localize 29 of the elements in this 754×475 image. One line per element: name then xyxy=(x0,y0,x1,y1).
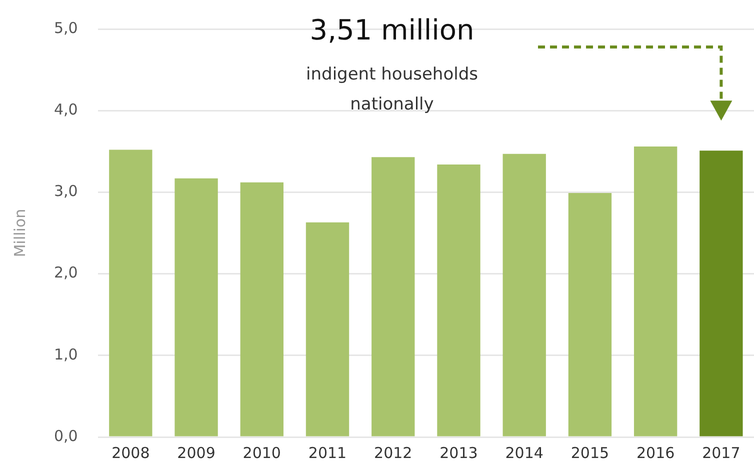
x-tick-label: 2010 xyxy=(242,444,281,462)
annotation: 3,51 million xyxy=(310,13,474,46)
x-tick-label: 2016 xyxy=(636,444,675,462)
bar xyxy=(568,193,612,436)
bar xyxy=(634,146,678,436)
bar xyxy=(372,157,415,436)
y-tick-label: 1,0 xyxy=(54,345,78,364)
x-tick-label: 2015 xyxy=(570,444,610,462)
bar xyxy=(109,150,152,436)
x-tick-label: 2013 xyxy=(440,444,478,462)
y-tick-label: 2,0 xyxy=(54,264,78,282)
bar xyxy=(174,178,218,436)
y-tick-label: 4,0 xyxy=(54,100,78,118)
bar xyxy=(240,182,284,436)
x-tick-label: 2012 xyxy=(374,444,412,462)
bar xyxy=(502,154,546,436)
y-tick-label: 5,0 xyxy=(54,18,78,37)
x-tick-label: 2011 xyxy=(308,444,347,462)
bar xyxy=(437,164,480,436)
x-tick-label: 2014 xyxy=(505,444,544,462)
bar xyxy=(700,150,743,436)
x-tick-label: 2009 xyxy=(177,444,216,462)
y-axis-title: Million xyxy=(10,208,29,258)
y-tick-label: 0,0 xyxy=(54,426,78,445)
bar xyxy=(306,222,350,436)
x-tick-label: 2008 xyxy=(112,444,150,462)
y-tick-label: 3,0 xyxy=(54,182,78,200)
annotation: indigent households nationally xyxy=(306,64,478,114)
x-tick-label: 2017 xyxy=(702,444,740,462)
